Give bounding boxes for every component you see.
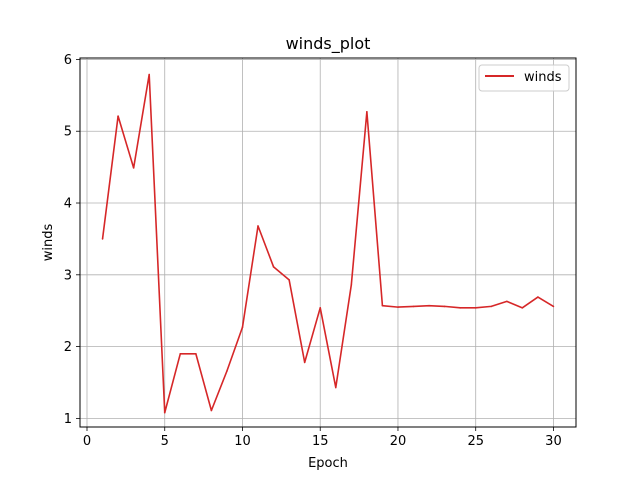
data-point bbox=[288, 279, 290, 281]
data-point bbox=[334, 386, 337, 389]
data-point bbox=[179, 352, 182, 355]
y-tick-label: 5 bbox=[64, 125, 72, 140]
y-tick-label: 6 bbox=[64, 53, 72, 68]
data-point bbox=[272, 266, 275, 268]
data-point bbox=[132, 167, 135, 169]
data-point bbox=[350, 284, 353, 286]
data-point bbox=[117, 115, 119, 117]
data-point bbox=[210, 409, 213, 412]
y-tick-label: 1 bbox=[64, 412, 72, 427]
data-point bbox=[428, 304, 430, 307]
x-tick-label: 15 bbox=[312, 434, 329, 449]
data-point bbox=[443, 305, 446, 308]
data-point bbox=[552, 305, 555, 308]
data-point bbox=[459, 307, 461, 309]
y-axis-label: winds bbox=[41, 224, 56, 262]
data-point bbox=[195, 352, 197, 355]
data-point bbox=[506, 300, 508, 303]
x-tick-label: 0 bbox=[83, 434, 91, 449]
x-tick-label: 20 bbox=[390, 434, 407, 449]
data-point bbox=[474, 307, 477, 309]
chart-title: winds_plot bbox=[286, 34, 371, 54]
grid-lines bbox=[80, 58, 576, 427]
y-tick-label: 2 bbox=[64, 340, 72, 355]
x-tick-label: 10 bbox=[234, 434, 251, 449]
data-point bbox=[303, 361, 306, 364]
series-line-winds bbox=[101, 73, 554, 414]
data-point bbox=[412, 305, 415, 308]
x-tick-label: 5 bbox=[161, 434, 169, 449]
data-point bbox=[490, 305, 493, 308]
legend-box bbox=[478, 64, 570, 92]
y-tick-label: 3 bbox=[64, 268, 72, 283]
axis-ticks: 0 5 10 15 20 25 30 1 2 3 4 5 6 bbox=[64, 53, 562, 449]
plot-frame bbox=[79, 57, 577, 428]
data-point bbox=[101, 238, 104, 240]
data-point bbox=[257, 225, 259, 227]
data-point bbox=[241, 326, 244, 329]
x-axis-label: Epoch bbox=[308, 456, 348, 471]
data-point bbox=[397, 306, 399, 308]
data-point bbox=[521, 307, 524, 309]
series-lines bbox=[101, 73, 555, 414]
data-point bbox=[148, 73, 150, 76]
data-point bbox=[319, 307, 322, 309]
x-tick-label: 25 bbox=[467, 434, 484, 449]
y-tick-label: 4 bbox=[64, 197, 72, 212]
x-tick-label: 30 bbox=[545, 434, 562, 449]
data-point bbox=[537, 296, 539, 298]
data-point bbox=[381, 304, 384, 307]
data-point bbox=[226, 370, 228, 372]
legend-label-winds: winds bbox=[524, 70, 562, 85]
data-point bbox=[366, 111, 368, 113]
data-point bbox=[163, 411, 166, 414]
legend: winds bbox=[478, 64, 570, 92]
